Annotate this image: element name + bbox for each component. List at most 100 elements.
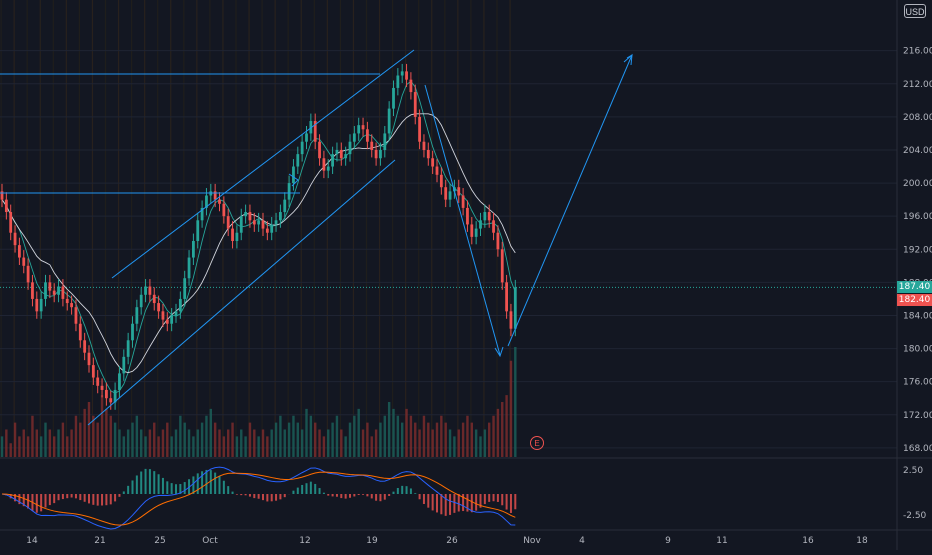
session-stripe bbox=[418, 0, 419, 458]
candle-body bbox=[323, 158, 326, 170]
candle-body bbox=[53, 291, 56, 295]
price-tick-label: 180.00 bbox=[903, 345, 932, 355]
volume-bar bbox=[379, 423, 381, 457]
volume-bar bbox=[362, 430, 364, 458]
candle-body bbox=[131, 324, 134, 341]
volume-bar bbox=[453, 436, 455, 457]
price-tick-label: 176.00 bbox=[903, 378, 932, 388]
macd-histogram-bar bbox=[92, 494, 94, 505]
candle-body bbox=[492, 220, 495, 232]
session-stripe bbox=[288, 0, 289, 458]
candle-body bbox=[175, 311, 178, 315]
candle-body bbox=[392, 88, 395, 109]
candle-body bbox=[48, 282, 51, 290]
session-stripe bbox=[457, 0, 458, 458]
macd-histogram-bar bbox=[62, 494, 64, 499]
candle-body bbox=[105, 390, 108, 398]
macd-histogram-bar bbox=[197, 473, 199, 494]
macd-histogram-bar bbox=[345, 494, 347, 499]
macd-histogram-bar bbox=[232, 492, 234, 494]
volume-bar bbox=[505, 395, 507, 457]
candle-body bbox=[427, 150, 430, 158]
macd-histogram-bar bbox=[493, 494, 495, 501]
macd-histogram-bar bbox=[397, 488, 399, 494]
volume-bar bbox=[40, 436, 42, 457]
macd-histogram-bar bbox=[36, 494, 38, 513]
macd-histogram-bar bbox=[514, 494, 516, 509]
volume-bar bbox=[445, 423, 447, 457]
volume-bar bbox=[436, 423, 438, 457]
candle-body bbox=[331, 154, 334, 166]
session-stripe bbox=[327, 0, 328, 458]
volume-bar bbox=[70, 430, 72, 458]
macd-histogram-bar bbox=[192, 476, 194, 494]
volume-bar bbox=[123, 436, 125, 457]
volume-bar bbox=[288, 423, 290, 457]
candle-body bbox=[279, 212, 282, 220]
candle-body bbox=[101, 386, 104, 390]
previous-close-label: 182.40 bbox=[897, 294, 932, 306]
volume-bar bbox=[110, 416, 112, 457]
macd-histogram-bar bbox=[123, 491, 125, 494]
candle-body bbox=[301, 142, 304, 154]
candles bbox=[1, 64, 517, 410]
macd-histogram-bar bbox=[445, 494, 447, 516]
time-tick-label: 16 bbox=[802, 536, 814, 546]
time-tick-label: 12 bbox=[299, 536, 310, 546]
volume-bar bbox=[57, 430, 59, 458]
volume-bar bbox=[188, 430, 190, 458]
price-tick-label: 200.00 bbox=[903, 179, 932, 189]
macd-histogram-bar bbox=[219, 476, 221, 494]
macd-histogram-bar bbox=[323, 493, 325, 494]
volume-bar bbox=[105, 409, 107, 457]
macd-histogram-bar bbox=[475, 494, 477, 511]
candle-body bbox=[253, 220, 256, 224]
macd-histogram-bar bbox=[284, 494, 286, 497]
macd-histogram-bar bbox=[310, 482, 312, 494]
candle-body bbox=[179, 299, 182, 311]
volume-bar bbox=[97, 423, 99, 457]
candle-body bbox=[66, 299, 69, 303]
volume-bar bbox=[79, 423, 81, 457]
macd-histogram-bar bbox=[292, 491, 294, 494]
currency-badge[interactable]: USD bbox=[904, 4, 926, 18]
macd-histogram-bar bbox=[58, 494, 60, 500]
earnings-icon[interactable]: E bbox=[530, 436, 544, 450]
price-tick-label: 212.00 bbox=[903, 80, 932, 90]
volume-bar bbox=[327, 430, 329, 458]
volume-bar bbox=[170, 436, 172, 457]
candle-body bbox=[70, 303, 73, 307]
candle-body bbox=[327, 167, 330, 171]
macd-histogram-bar bbox=[301, 485, 303, 494]
macd-histogram-bar bbox=[423, 494, 425, 504]
price-tick-label: 184.00 bbox=[903, 311, 932, 321]
volume-bar bbox=[62, 423, 64, 457]
session-stripe bbox=[183, 0, 184, 458]
volume-bar bbox=[131, 423, 133, 457]
grid bbox=[0, 51, 897, 448]
volume-bar bbox=[418, 430, 420, 458]
volume-bar bbox=[384, 416, 386, 457]
macd-histogram-bar bbox=[162, 478, 164, 494]
volume-bar bbox=[127, 430, 129, 458]
macd-histogram-bar bbox=[140, 472, 142, 494]
candle-body bbox=[357, 125, 360, 133]
volume-bar bbox=[279, 416, 281, 457]
volume-bar bbox=[471, 423, 473, 457]
macd-histogram-bar bbox=[223, 481, 225, 494]
macd-histogram-bar bbox=[236, 494, 238, 495]
macd-histogram-bar bbox=[227, 486, 229, 494]
macd-histogram-bar bbox=[419, 494, 421, 499]
session-stripe bbox=[431, 0, 432, 458]
session-stripe bbox=[379, 0, 380, 458]
macd-histogram-bar bbox=[453, 494, 455, 513]
macd-histogram-bar bbox=[340, 494, 342, 498]
candle-body bbox=[370, 142, 373, 150]
session-stripe bbox=[53, 0, 54, 458]
macd-histogram-bar bbox=[410, 488, 412, 494]
macd-histogram-bar bbox=[510, 494, 512, 513]
session-stripe bbox=[27, 0, 28, 458]
candle-body bbox=[353, 133, 356, 141]
session-stripe bbox=[131, 0, 132, 458]
